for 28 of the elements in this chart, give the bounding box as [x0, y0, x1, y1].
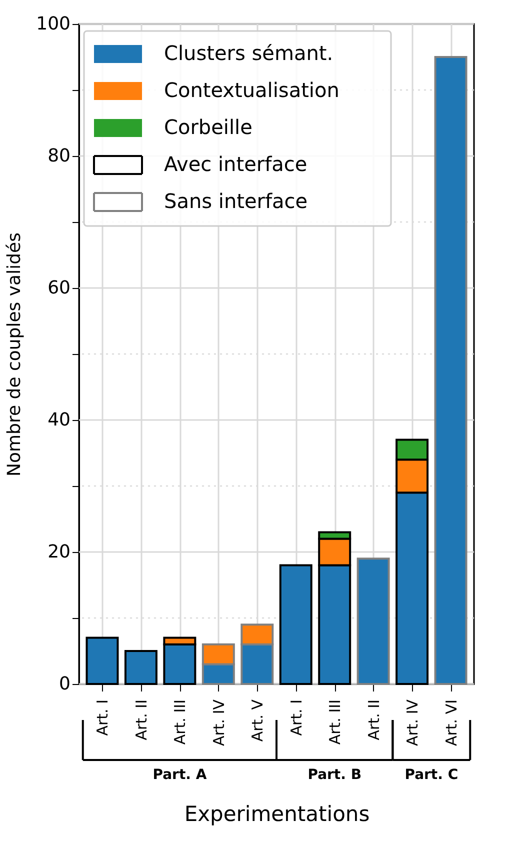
y-tick-label: 60 — [48, 278, 70, 298]
legend-label: Corbeille — [164, 115, 252, 139]
text: Part. C — [404, 767, 458, 783]
text: Part. A — [152, 767, 207, 783]
bar — [434, 56, 468, 685]
x-tick-label: Art. I — [287, 700, 306, 736]
y-tick-label: 40 — [48, 410, 70, 430]
x-tick-label: Art. VI — [442, 700, 460, 746]
x-tick-label: Art. IV — [210, 698, 228, 746]
x-axis-title: Experimentations — [184, 802, 370, 826]
text: Part. B — [308, 767, 362, 783]
y-tick-label: 20 — [48, 542, 70, 562]
y-tick-label: 0 — [59, 674, 70, 694]
x-tick-label: Art. I — [94, 700, 112, 736]
y-tick-label: 100 — [36, 14, 70, 34]
x-tick-label: Art. V — [248, 698, 267, 742]
y-axis-title: Nombre de couples validés — [4, 232, 26, 476]
x-tick-label: Art. III — [326, 700, 344, 745]
x-tick-label: Art. III — [171, 700, 190, 745]
legend-label: Avec interface — [164, 152, 308, 176]
x-tick-label: Art. II — [132, 700, 150, 740]
x-tick-label: Art. II — [364, 700, 383, 740]
legend-label: Clusters sémant. — [164, 41, 334, 65]
legend-label: Contextualisation — [164, 78, 340, 102]
bar — [356, 558, 390, 685]
x-tick-label: Art. IV — [404, 698, 422, 746]
y-tick-label: 80 — [48, 146, 70, 166]
legend-label: Sans interface — [164, 189, 308, 213]
